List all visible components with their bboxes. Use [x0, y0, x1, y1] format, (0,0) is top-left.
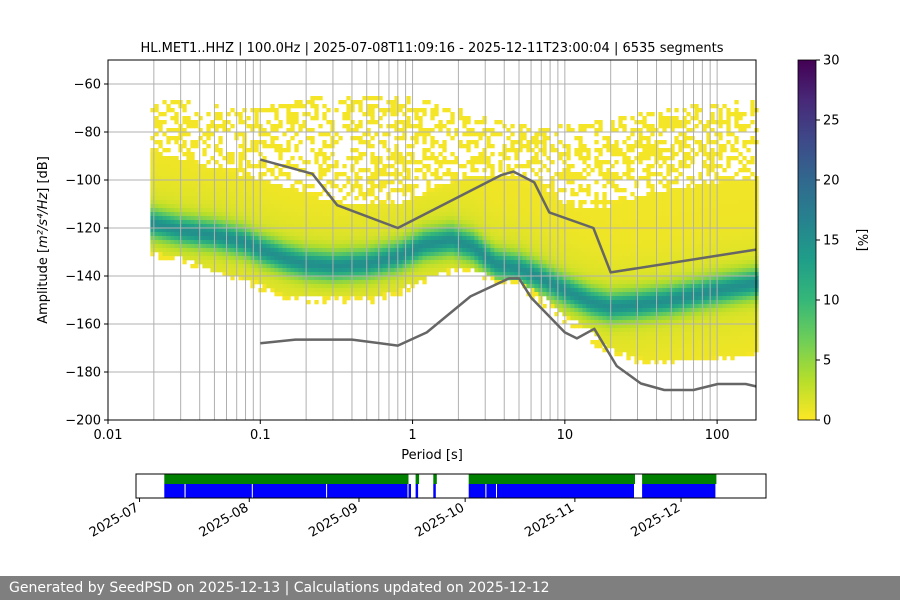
availability-data-segment: [164, 484, 185, 498]
availability-data-segment: [185, 484, 252, 498]
y-axis-label: Amplitude [m²/s⁴/Hz] [dB]: [36, 156, 51, 324]
availability-data-segment: [327, 484, 408, 498]
availability-processed-segment: [468, 474, 635, 484]
reference-low-noise-line: [260, 277, 757, 392]
availability-data-segment: [642, 484, 716, 498]
x-tick-label: 0.1: [250, 428, 271, 443]
colorbar: [797, 59, 817, 421]
reference-noise-models: [259, 158, 757, 392]
data-availability-bar: [164, 474, 717, 498]
y-tick-label: −120: [65, 222, 101, 237]
availability-data-segment: [252, 484, 327, 498]
x-tick-label: 10: [557, 428, 574, 443]
availability-data-segment: [415, 484, 419, 498]
availability-frame: [135, 473, 767, 499]
availability-tick-label: 2025-10: [413, 500, 468, 540]
grid-lines: [107, 60, 756, 421]
x-axis-ticks: 0.01 0.1 1 10 100: [94, 420, 730, 443]
availability-processed-segment: [415, 474, 420, 484]
y-tick-label: −140: [65, 270, 101, 285]
colorbar-tick-label: 25: [823, 114, 840, 129]
footer-status: Generated by SeedPSD on 2025-12-13 | Cal…: [0, 576, 900, 600]
availability-processed-segment: [433, 474, 437, 484]
colorbar-tick-label: 30: [823, 54, 840, 69]
availability-tick-label: 2025-09: [306, 500, 361, 540]
availability-tick-label: 2025-07: [87, 500, 142, 540]
availability-tick-label: 2025-12: [629, 500, 684, 540]
availability-data-segment: [497, 484, 634, 498]
plot-frame: [107, 59, 757, 421]
colorbar-tick-label: 20: [823, 174, 840, 189]
colorbar-tick-label: 0: [823, 414, 831, 429]
x-tick-label: 0.01: [94, 428, 123, 443]
availability-processed-segment: [164, 474, 409, 484]
y-tick-label: −160: [65, 318, 101, 333]
colorbar-label: [%]: [854, 229, 869, 252]
availability-date-ticks: 2025-07 2025-08 2025-09 2025-10 2025-11 2025-…: [87, 498, 683, 541]
availability-tick-label: 2025-08: [197, 500, 252, 540]
colorbar-ticks: 0 5 10 15 20 25 30: [816, 54, 840, 429]
y-tick-label: −200: [65, 414, 101, 429]
x-tick-label: 1: [408, 428, 416, 443]
x-tick-label: 100: [705, 428, 730, 443]
availability-data-segment: [468, 484, 486, 498]
availability-data-segment: [486, 484, 496, 498]
availability-processed-segment: [642, 474, 717, 484]
colorbar-tick-label: 10: [823, 294, 840, 309]
reference-high-noise-line: [259, 158, 757, 274]
colorbar-tick-label: 15: [823, 234, 840, 249]
chart-title: HL.MET1..HHZ | 100.0Hz | 2025-07-08T11:0…: [141, 41, 724, 56]
availability-data-segment: [433, 484, 436, 498]
y-tick-label: −80: [74, 126, 101, 141]
availability-tick-label: 2025-11: [522, 500, 577, 540]
colorbar-tick-label: 5: [823, 354, 831, 369]
y-axis-ticks: −60 −80 −100 −120 −140 −160 −180 −200: [65, 78, 108, 429]
y-tick-label: −180: [65, 366, 101, 381]
x-axis-label: Period [s]: [401, 448, 463, 463]
y-tick-label: −60: [74, 78, 101, 93]
psd-density-heatmap: [150, 96, 759, 365]
y-tick-label: −100: [65, 174, 101, 189]
availability-data-segment: [408, 484, 411, 498]
